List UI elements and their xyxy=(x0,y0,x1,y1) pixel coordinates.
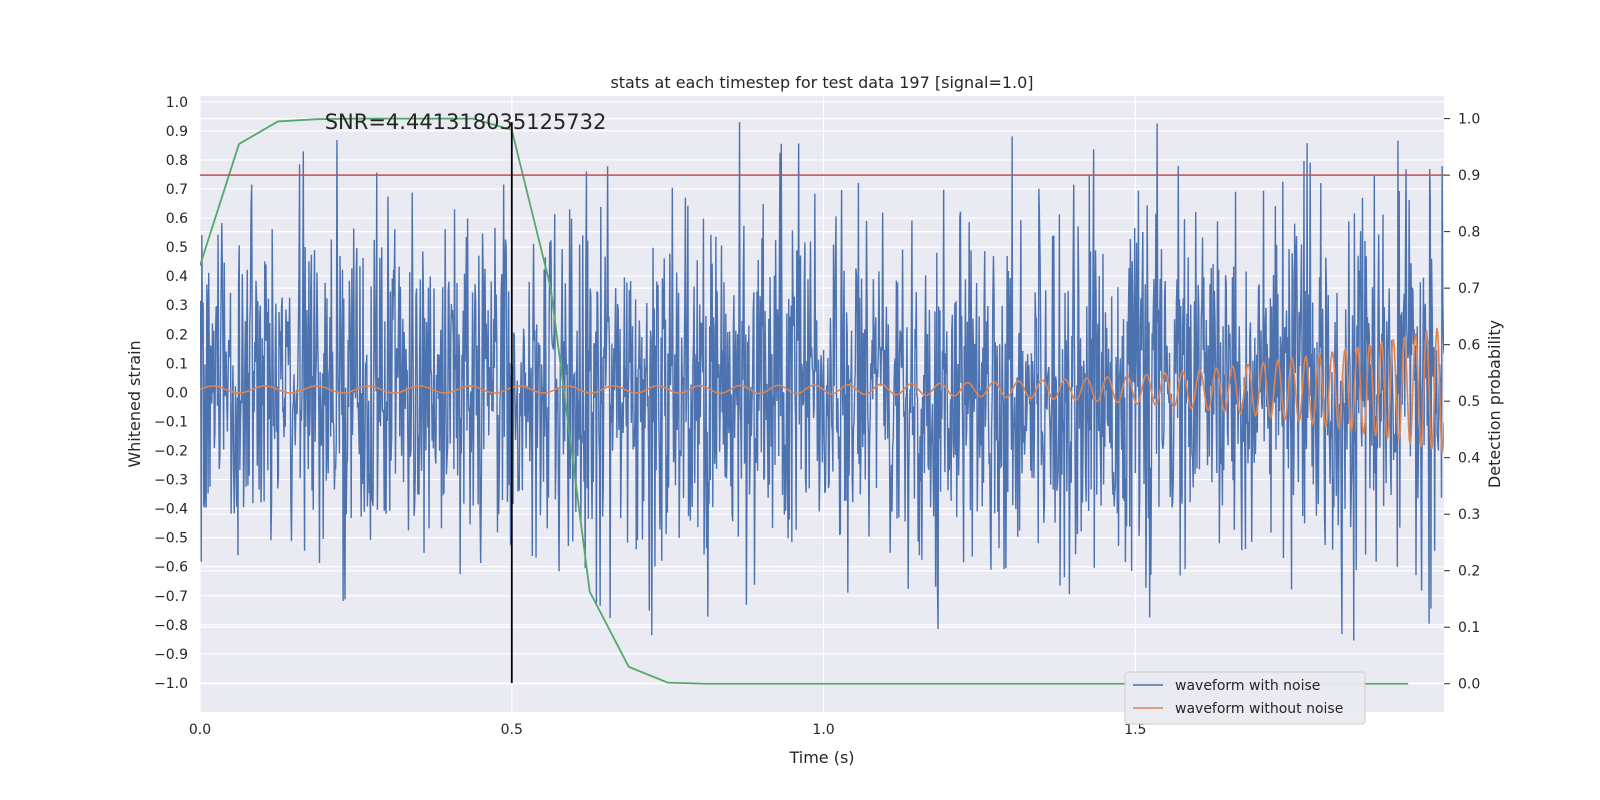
snr-annotation: SNR=4.441318035125732 xyxy=(325,110,607,134)
y-tick-label-17: −0.7 xyxy=(154,589,188,605)
y-right-tick-label-0: 1.0 xyxy=(1458,112,1480,128)
y-tick-label-2: 0.8 xyxy=(166,153,188,169)
x-tick-label-0: 0.0 xyxy=(189,722,211,738)
y-right-tick-label-4: 0.6 xyxy=(1458,338,1480,354)
y-tick-label-11: −0.1 xyxy=(154,414,188,430)
y-right-tick-label-6: 0.4 xyxy=(1458,451,1480,467)
chart-title: stats at each timestep for test data 197… xyxy=(610,73,1033,92)
legend-box xyxy=(1124,671,1366,725)
y-right-axis-label: Detection probability xyxy=(1485,320,1504,488)
ticks-layer: 0.0 0.5 1.0 1.5 1.0 0.9 0.8 0.7 0.6 0.5 0.4 0.3 0.2 0… xyxy=(154,95,1480,738)
y-tick-label-7: 0.3 xyxy=(166,298,188,314)
legend: waveform with noise waveform without noi… xyxy=(1124,671,1366,725)
legend-label-noise: waveform with noise xyxy=(1175,678,1320,694)
x-tick-label-3: 1.5 xyxy=(1124,722,1146,738)
y-right-tick-label-9: 0.1 xyxy=(1458,620,1480,636)
y-tick-label-16: −0.6 xyxy=(154,560,188,576)
legend-label-no-noise: waveform without noise xyxy=(1175,701,1343,717)
y-right-tick-label-8: 0.2 xyxy=(1458,564,1480,580)
y-right-tick-label-3: 0.7 xyxy=(1458,281,1480,297)
y-right-tick-label-5: 0.5 xyxy=(1458,394,1480,410)
y-tick-label-10: 0.0 xyxy=(166,385,188,401)
y-tick-label-20: −1.0 xyxy=(154,676,188,692)
y-tick-label-18: −0.8 xyxy=(154,618,188,634)
y-right-tick-label-2: 0.8 xyxy=(1458,225,1480,241)
y-tick-label-1: 0.9 xyxy=(166,124,188,140)
x-tick-label-1: 0.5 xyxy=(501,722,523,738)
y-tick-label-6: 0.4 xyxy=(166,269,188,285)
y-tick-label-8: 0.2 xyxy=(166,327,188,343)
series-waveform-without-noise xyxy=(200,327,1444,453)
y-tick-label-4: 0.6 xyxy=(166,211,188,227)
y-tick-label-0: 1.0 xyxy=(166,95,188,111)
x-axis-label: Time (s) xyxy=(788,748,854,767)
y-right-tick-label-1: 0.9 xyxy=(1458,168,1480,184)
y-tick-label-19: −0.9 xyxy=(154,647,188,663)
y-tick-label-3: 0.7 xyxy=(166,182,188,198)
y-tick-label-14: −0.4 xyxy=(154,502,188,518)
y-right-tick-label-10: 0.0 xyxy=(1458,677,1480,693)
y-tick-label-13: −0.3 xyxy=(154,473,188,489)
y-tick-label-12: −0.2 xyxy=(154,443,188,459)
y-tick-label-15: −0.5 xyxy=(154,531,188,547)
y-tick-label-5: 0.5 xyxy=(166,240,188,256)
y-axis-label: Whitened strain xyxy=(125,340,144,467)
y-right-tick-label-7: 0.3 xyxy=(1458,507,1480,523)
y-tick-label-9: 0.1 xyxy=(166,356,188,372)
series-waveform-with-noise xyxy=(200,122,1444,641)
x-tick-label-2: 1.0 xyxy=(812,722,834,738)
